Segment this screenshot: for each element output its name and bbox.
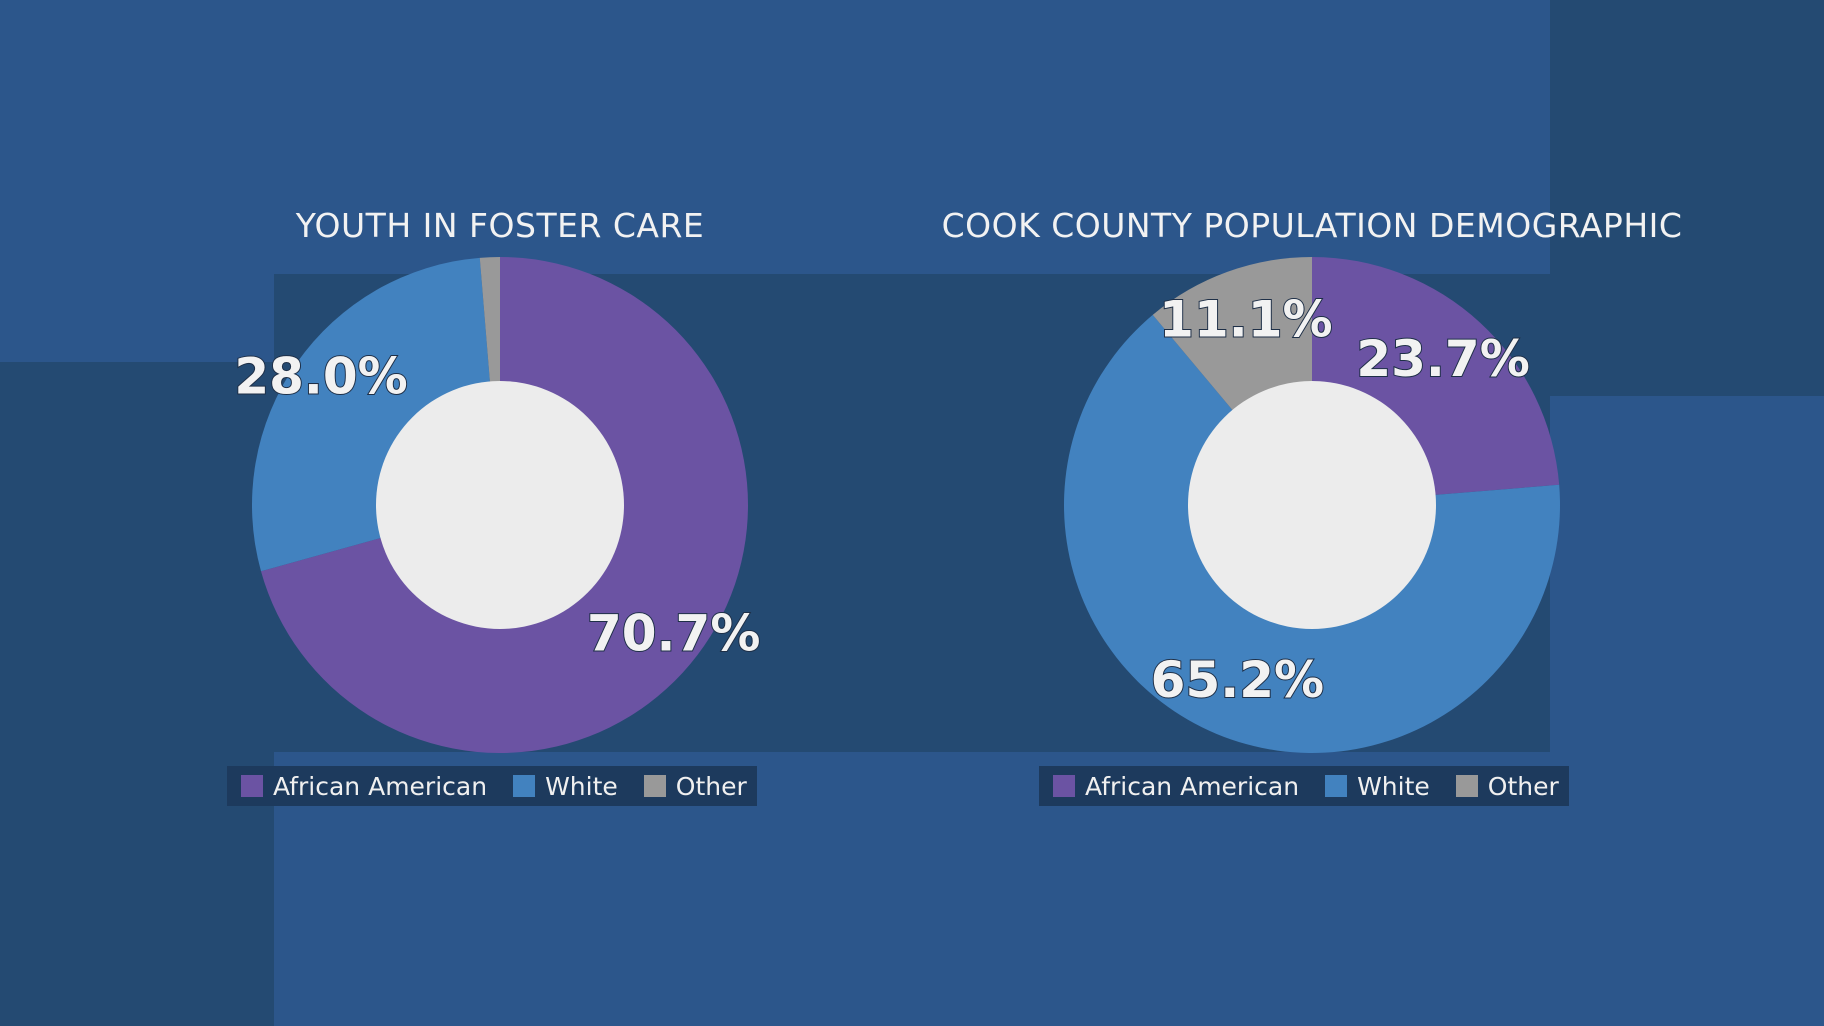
data-label-african-american: 23.7% [1356, 330, 1529, 388]
data-label-white: 28.0% [234, 348, 407, 406]
legend-label: Other [675, 771, 747, 801]
background-block-left [0, 362, 274, 1026]
chart-panel-foster-care: YOUTH IN FOSTER CARE 70.7% 28.0% African … [70, 200, 930, 806]
legend-item-other: Other [1455, 771, 1559, 801]
legend-item-african-american: African American [241, 772, 487, 801]
legend-item-white: White [1325, 772, 1430, 801]
chart-title: YOUTH IN FOSTER CARE [295, 206, 705, 245]
legend-swatch-white [1325, 775, 1348, 797]
donut-hole [1188, 381, 1436, 629]
donut-chart-cook-county: 23.7% 65.2% 11.1% [1064, 257, 1560, 753]
legend-label: African American [1085, 771, 1300, 801]
donut-chart-foster-care: 70.7% 28.0% [233, 257, 761, 753]
legend-item-other: Other [643, 771, 747, 801]
legend-item-african-american: African American [1053, 772, 1299, 801]
legend-swatch-african-american [1053, 775, 1075, 797]
chart-title: COOK COUNTY POPULATION DEMOGRAPHIC [941, 206, 1683, 245]
data-label-white: 65.2% [1151, 651, 1324, 709]
legend-swatch-white [513, 775, 536, 797]
legend: African American White Other [227, 766, 757, 806]
legend-label: Other [1487, 771, 1559, 801]
legend-label: White [1357, 771, 1430, 801]
chart-panel-cook-county: COOK COUNTY POPULATION DEMOGRAPHIC 23.7%… [882, 200, 1742, 806]
data-label-african-american: 70.7% [587, 605, 760, 663]
data-label-other: 11.1% [1159, 291, 1332, 349]
background-block-right [1550, 0, 1824, 396]
legend-item-white: White [513, 772, 618, 801]
legend-swatch-other [643, 775, 666, 797]
donut-hole [376, 381, 624, 629]
legend: African American White Other [1039, 766, 1569, 806]
legend-label: African American [273, 771, 488, 801]
legend-swatch-african-american [241, 775, 263, 797]
legend-swatch-other [1455, 775, 1478, 797]
legend-label: White [545, 771, 618, 801]
